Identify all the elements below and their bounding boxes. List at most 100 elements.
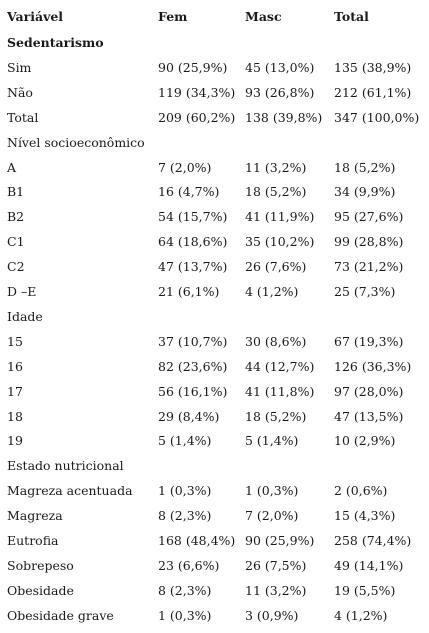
masc-cell: 11 (3,2%) (245, 582, 307, 598)
row-label: Obesidade (7, 582, 74, 598)
total-cell: 95 (27,6%) (334, 209, 404, 225)
total-cell: 258 (74,4%) (334, 533, 412, 548)
table-row: B2 54 (15,7%) 41 (11,9%) 95 (27,6%) (0, 205, 429, 229)
table-row: D –E 21 (6,1%) 4 (1,2%) 25 (7,3%) (0, 280, 429, 304)
fem-cell: 7 (2,0%) (158, 159, 212, 175)
fem-cell: 16 (4,7%) (158, 184, 220, 200)
total-cell: 73 (21,2%) (334, 259, 404, 275)
masc-cell: 4 (1,2%) (245, 284, 299, 299)
masc-cell: 11 (3,2%) (245, 159, 307, 175)
total-cell: 99 (28,8%) (334, 234, 404, 250)
table-row: B1 16 (4,7%) 18 (5,2%) 34 (9,9%) (0, 180, 429, 204)
masc-cell: 93 (26,8%) (245, 84, 315, 100)
section-header-row: Sedentarismo (0, 31, 429, 55)
table-row: 18 29 (8,4%) 18 (5,2%) 47 (13,5%) (0, 405, 429, 429)
masc-cell: 18 (5,2%) (245, 184, 307, 200)
masc-cell: 138 (39,8%) (245, 109, 323, 125)
fem-cell: 1 (0,3%) (158, 607, 212, 623)
masc-cell: 26 (7,5%) (245, 557, 307, 573)
section-label: Idade (7, 308, 43, 324)
fem-cell: 56 (16,1%) (158, 383, 228, 399)
total-cell: 67 (19,3%) (334, 333, 404, 349)
table-header-row: Variável Fem Masc Total (0, 5, 429, 29)
table-row: Magreza acentuada 1 (0,3%) 1 (0,3%) 2 (0,6%… (0, 479, 429, 503)
table-row: 15 37 (10,7%) 30 (8,6%) 67 (19,3%) (0, 330, 429, 354)
row-label: B1 (7, 184, 25, 200)
total-cell: 4 (1,2%) (334, 607, 388, 623)
table-row: Obesidade 8 (2,3%) 11 (3,2%) 19 (5,5%) (0, 579, 429, 603)
header-masc: Masc (245, 9, 282, 24)
masc-cell: 3 (0,9%) (245, 607, 299, 623)
masc-cell: 35 (10,2%) (245, 234, 315, 250)
row-label: B2 (7, 209, 25, 225)
row-label: 15 (7, 333, 23, 349)
row-label: Magreza acentuada (7, 483, 133, 499)
row-label: 18 (7, 408, 23, 424)
table-row: Total 209 (60,2%) 138 (39,8%) 347 (100,0%) (0, 106, 429, 130)
fem-cell: 1 (0,3%) (158, 483, 212, 499)
table-row: 16 82 (23,6%) 44 (12,7%) 126 (36,3%) (0, 355, 429, 379)
section-header-row: Nível socioeconômico (0, 131, 429, 155)
row-label: 19 (7, 433, 23, 449)
total-cell: 97 (28,0%) (334, 383, 404, 399)
total-cell: 126 (36,3%) (334, 358, 412, 374)
masc-cell: 7 (2,0%) (245, 508, 299, 524)
total-cell: 34 (9,9%) (334, 184, 396, 200)
table-row: 19 5 (1,4%) 5 (1,4%) 10 (2,9%) (0, 429, 429, 453)
total-cell: 347 (100,0%) (334, 109, 420, 125)
row-label: Total (7, 109, 39, 125)
total-cell: 47 (13,5%) (334, 408, 404, 424)
total-cell: 19 (5,5%) (334, 582, 396, 598)
section-label: Nível socioeconômico (7, 134, 145, 150)
total-cell: 18 (5,2%) (334, 159, 396, 175)
fem-cell: 29 (8,4%) (158, 408, 220, 424)
fem-cell: 21 (6,1%) (158, 284, 220, 299)
masc-cell: 5 (1,4%) (245, 433, 299, 449)
masc-cell: 18 (5,2%) (245, 408, 307, 424)
total-cell: 212 (61,1%) (334, 84, 412, 100)
section-label: Estado nutricional (7, 458, 124, 474)
table-row: Não 119 (34,3%) 93 (26,8%) 212 (61,1%) (0, 81, 429, 105)
masc-cell: 26 (7,6%) (245, 259, 307, 275)
fem-cell: 5 (1,4%) (158, 433, 212, 449)
fem-cell: 37 (10,7%) (158, 333, 228, 349)
masc-cell: 41 (11,8%) (245, 383, 315, 399)
table-row: Obesidade grave 1 (0,3%) 3 (0,9%) 4 (1,2%) (0, 604, 429, 628)
total-cell: 135 (38,9%) (334, 59, 412, 75)
total-cell: 49 (14,1%) (334, 557, 404, 573)
row-label: Obesidade grave (7, 607, 114, 623)
row-label: C1 (7, 234, 25, 250)
row-label: C2 (7, 259, 25, 275)
fem-cell: 8 (2,3%) (158, 582, 212, 598)
row-label: Sobrepeso (7, 557, 74, 573)
row-label: A (7, 159, 17, 175)
row-label: Eutrofia (7, 533, 59, 548)
masc-cell: 30 (8,6%) (245, 333, 307, 349)
masc-cell: 90 (25,9%) (245, 533, 315, 548)
fem-cell: 23 (6,6%) (158, 557, 220, 573)
section-header-row: Estado nutricional (0, 454, 429, 478)
row-label: 17 (7, 383, 23, 399)
row-label: D –E (7, 284, 37, 299)
fem-cell: 168 (48,4%) (158, 533, 236, 548)
table-row: 17 56 (16,1%) 41 (11,8%) 97 (28,0%) (0, 380, 429, 404)
table-row: Magreza 8 (2,3%) 7 (2,0%) 15 (4,3%) (0, 504, 429, 528)
masc-cell: 45 (13,0%) (245, 59, 315, 75)
total-cell: 10 (2,9%) (334, 433, 396, 449)
fem-cell: 119 (34,3%) (158, 84, 236, 100)
fem-cell: 54 (15,7%) (158, 209, 228, 225)
fem-cell: 82 (23,6%) (158, 358, 228, 374)
fem-cell: 209 (60,2%) (158, 109, 236, 125)
row-label: Não (7, 84, 33, 100)
table-row: Sim 90 (25,9%) 45 (13,0%) 135 (38,9%) (0, 56, 429, 80)
masc-cell: 44 (12,7%) (245, 358, 315, 374)
masc-cell: 1 (0,3%) (245, 483, 299, 499)
table-row: Sobrepeso 23 (6,6%) 26 (7,5%) 49 (14,1%) (0, 554, 429, 578)
masc-cell: 41 (11,9%) (245, 209, 315, 225)
total-cell: 15 (4,3%) (334, 508, 396, 524)
total-cell: 25 (7,3%) (334, 284, 396, 299)
fem-cell: 8 (2,3%) (158, 508, 212, 524)
total-cell: 2 (0,6%) (334, 483, 388, 499)
fem-cell: 64 (18,6%) (158, 234, 228, 250)
